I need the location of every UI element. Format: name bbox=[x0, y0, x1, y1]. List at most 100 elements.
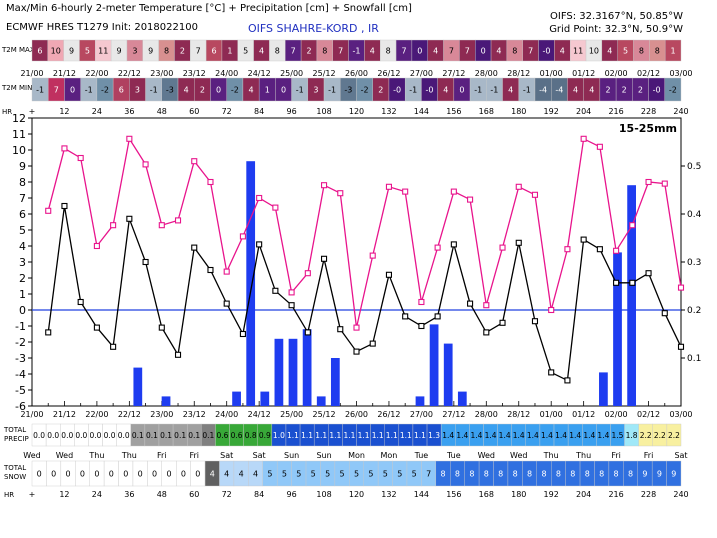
t2m-min-value: 3 bbox=[313, 86, 318, 95]
t2m-min-value: -1 bbox=[296, 86, 304, 95]
y2-tick-label: 0.4 bbox=[687, 210, 702, 220]
total-snow-value: 8 bbox=[570, 470, 575, 479]
hour-tick-label: 168 bbox=[479, 107, 494, 116]
t2m-max-cell bbox=[664, 39, 682, 62]
t2m-max-value: 8 bbox=[655, 47, 660, 56]
t2m-max-value: 1 bbox=[671, 47, 676, 56]
t2m-min-value: -1 bbox=[328, 86, 336, 95]
t2m-max-value: 9 bbox=[69, 47, 74, 56]
total-snow-value: 5 bbox=[354, 470, 359, 479]
min-temp-point bbox=[499, 319, 506, 326]
day-tick-label: Mon bbox=[381, 451, 398, 460]
min-temp-point bbox=[434, 313, 441, 320]
hour-tick-label: 60 bbox=[189, 107, 199, 116]
min-temp-point bbox=[320, 255, 328, 262]
t2m-max-value: 1 bbox=[227, 47, 232, 56]
total-snow-value: 0 bbox=[181, 470, 186, 479]
total-snow-value: 0 bbox=[166, 470, 171, 479]
min-temp-point bbox=[580, 236, 587, 243]
total-precip-value: 0.6 bbox=[216, 431, 228, 440]
hour-tick-label: 240 bbox=[673, 107, 688, 116]
t2m-max-value: 4 bbox=[607, 47, 612, 56]
day-tick-label: Wed bbox=[56, 451, 73, 460]
total-snow-value: 4 bbox=[210, 470, 215, 479]
day-tick-label: Sun bbox=[284, 451, 299, 460]
model-info: ECMWF HRES T1279 Init: 2018022100 bbox=[6, 22, 198, 33]
total-snow-value: 5 bbox=[282, 470, 287, 479]
x-date-label: 23/00 bbox=[150, 410, 173, 419]
total-precip-value: 1.1 bbox=[315, 431, 327, 440]
min-temp-point bbox=[93, 324, 100, 331]
hour-tick-label-bottom: 204 bbox=[576, 490, 591, 499]
total-snow-value: 4 bbox=[224, 470, 229, 479]
x-date-label: 01/12 bbox=[572, 410, 595, 419]
t2m-max-value: 7 bbox=[196, 47, 201, 56]
hour-tick-label: 108 bbox=[316, 107, 331, 116]
date-tick-label: 24/00 bbox=[215, 69, 238, 78]
t2m-min-value: 6 bbox=[119, 86, 124, 95]
total-snow-value: 0 bbox=[94, 470, 99, 479]
total-precip-value: 1.3 bbox=[428, 431, 440, 440]
min-temp-point bbox=[126, 215, 133, 222]
precip-bar bbox=[429, 324, 439, 406]
max-temp-point bbox=[191, 158, 198, 165]
hour-tick-label: 84 bbox=[254, 107, 264, 116]
precip-bar bbox=[260, 391, 270, 406]
max-temp-point bbox=[596, 143, 603, 150]
min-temp-point bbox=[61, 202, 68, 210]
t2m-max-value: 7 bbox=[449, 47, 454, 56]
y-tick-label: 9 bbox=[19, 160, 26, 173]
hour-tick-label-bottom: 120 bbox=[349, 490, 364, 499]
t2m-min-value: 2 bbox=[378, 86, 383, 95]
total-snow-value: 0 bbox=[109, 470, 114, 479]
total-snow-value: 8 bbox=[527, 470, 532, 479]
y-tick-label: 8 bbox=[19, 176, 26, 189]
date-tick-label: 02/00 bbox=[605, 69, 628, 78]
y-tick-label: 7 bbox=[19, 192, 26, 205]
t2m-min-value: -3 bbox=[166, 86, 174, 95]
plot-area bbox=[31, 117, 682, 407]
x-date-label: 27/12 bbox=[442, 410, 465, 419]
max-temp-point bbox=[93, 242, 100, 250]
hour-tick-label: 216 bbox=[608, 107, 623, 116]
hour-tick-label: 132 bbox=[381, 107, 396, 116]
total-precip-value: 1.4 bbox=[541, 431, 553, 440]
t2m-max-value: 10 bbox=[51, 47, 61, 56]
t2m-min-value: 1 bbox=[265, 86, 270, 95]
total-snow-value: 0 bbox=[138, 470, 143, 479]
precip-bar bbox=[457, 391, 467, 406]
max-temp-point bbox=[385, 183, 393, 190]
y-tick-label: -1 bbox=[15, 320, 26, 333]
y2-tick-label: 0.2 bbox=[687, 306, 701, 316]
max-temp-point bbox=[645, 178, 652, 186]
max-temp-point bbox=[61, 145, 68, 152]
min-temp-point bbox=[613, 279, 620, 286]
t2m-max-value: 8 bbox=[164, 47, 169, 56]
max-temp-point bbox=[564, 246, 571, 253]
total-precip-label: PRECIP bbox=[4, 435, 29, 443]
total-precip-value: 1.1 bbox=[343, 431, 355, 440]
precip-bar bbox=[288, 338, 298, 406]
total-snow-value: 5 bbox=[383, 470, 388, 479]
t2m-min-value: 3 bbox=[135, 86, 140, 95]
hour-tick-label: + bbox=[29, 107, 36, 116]
total-precip-value: 1.5 bbox=[612, 431, 624, 440]
t2m-max-value: 5 bbox=[623, 47, 628, 56]
precip-bar bbox=[232, 391, 241, 406]
precip-bar bbox=[302, 329, 312, 406]
y-tick-label: 10 bbox=[12, 144, 26, 157]
total-precip-value: 0.0 bbox=[118, 431, 130, 440]
hour-tick-label: 24 bbox=[92, 107, 102, 116]
total-precip-value: 0.1 bbox=[132, 431, 144, 440]
hour-tick-label: 36 bbox=[124, 107, 134, 116]
y-tick-label: 3 bbox=[19, 256, 26, 269]
day-tick-label: Thu bbox=[121, 451, 137, 460]
total-precip-value: 0.0 bbox=[75, 431, 87, 440]
hour-tick-label-bottom: 156 bbox=[446, 490, 461, 499]
min-temp-point bbox=[661, 310, 668, 317]
x-date-label: 28/00 bbox=[475, 410, 498, 419]
y-tick-label: 1 bbox=[19, 288, 26, 301]
max-temp-point bbox=[677, 284, 685, 291]
y-tick-label: 2 bbox=[19, 272, 26, 285]
